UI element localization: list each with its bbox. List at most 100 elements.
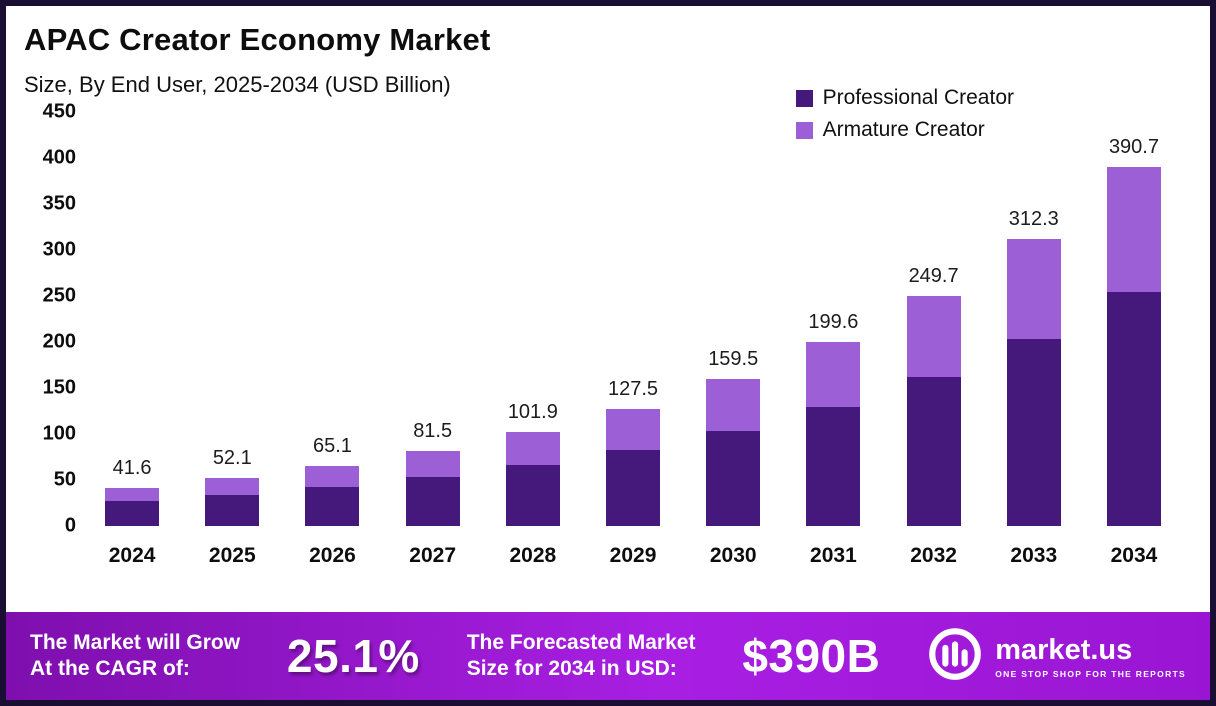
x-tick-label: 2026 <box>309 544 356 567</box>
bar-total-label: 159.5 <box>708 348 759 371</box>
cagr-label-line1: The Market will Grow <box>30 630 241 654</box>
legend-swatch-icon <box>795 121 813 139</box>
brand-text: market.us ONE STOP SHOP FOR THE REPORTS <box>995 634 1186 679</box>
bar-total-label: 41.6 <box>112 456 152 479</box>
x-tick-label: 2028 <box>509 544 557 567</box>
bar-segment <box>105 487 160 502</box>
bar-segment <box>706 430 761 526</box>
bar-segment <box>806 406 861 526</box>
forecast-label-line1: The Forecasted Market <box>466 630 696 654</box>
x-tick-label: 2027 <box>409 544 457 567</box>
bar-segment <box>706 379 761 431</box>
chart-subtitle: Size, By End User, 2025-2034 (USD Billio… <box>24 72 451 97</box>
stacked-bar: 127.5 <box>606 378 661 526</box>
bar-slot: 390.7 <box>1084 112 1184 526</box>
y-tick-label: 250 <box>42 284 76 307</box>
x-tick-label: 2025 <box>208 544 256 567</box>
y-tick-label: 350 <box>42 192 76 215</box>
brand-name: market.us <box>995 633 1133 666</box>
bar-segment <box>405 477 460 526</box>
bar-segment <box>906 296 961 377</box>
marketus-logo-icon <box>927 626 983 687</box>
stacked-bar: 199.6 <box>806 311 861 526</box>
bar-segment <box>1106 292 1161 526</box>
bar-slot: 101.9 <box>483 112 583 526</box>
page-title: APAC Creator Economy Market <box>24 22 491 57</box>
brand-block: market.us ONE STOP SHOP FOR THE REPORTS <box>927 626 1186 687</box>
x-tick-label: 2033 <box>1010 544 1058 567</box>
bar-segment <box>806 342 861 407</box>
chart: 0 50 100 150 200 250 300 350 400 450 41.6 52.1 65.1… <box>24 101 1184 537</box>
bar-segment <box>1106 166 1161 293</box>
bar-segment <box>205 494 260 526</box>
legend-item: Armature Creator <box>795 118 1014 142</box>
bar-total-label: 52.1 <box>212 447 252 470</box>
x-tick-label: 2034 <box>1110 544 1158 567</box>
bar-total-label: 127.5 <box>608 377 659 400</box>
bar-total-label: 312.3 <box>1008 207 1059 230</box>
stacked-bar: 81.5 <box>405 420 460 526</box>
bar-total-label: 199.6 <box>808 311 859 334</box>
x-tick-label: 2030 <box>709 544 757 567</box>
bar-segment <box>505 465 560 526</box>
stacked-bar: 390.7 <box>1106 136 1161 526</box>
stacked-bar: 312.3 <box>1006 208 1061 526</box>
bar-slot: 199.6 <box>783 112 883 526</box>
y-tick-label: 400 <box>42 146 76 169</box>
bar-segment <box>606 449 661 526</box>
y-tick-label: 50 <box>53 468 76 491</box>
bar-segment <box>906 376 961 526</box>
stacked-bar: 41.6 <box>105 457 160 526</box>
x-tick-label: 2029 <box>609 544 657 567</box>
bar-slot: 41.6 <box>82 112 182 526</box>
footer-banner: The Market will Grow At the CAGR of: 25.… <box>6 612 1210 700</box>
brand-tagline: ONE STOP SHOP FOR THE REPORTS <box>995 668 1186 679</box>
bar-slot: 249.7 <box>884 112 984 526</box>
y-tick-label: 300 <box>42 238 76 261</box>
y-axis: 0 50 100 150 200 250 300 350 400 450 <box>24 101 82 537</box>
bar-segment <box>1006 339 1061 526</box>
bar-total-label: 390.7 <box>1108 135 1159 158</box>
bar-slot: 52.1 <box>182 112 282 526</box>
x-axis-labels: 2024 2025 2026 2027 2028 2029 2030 2031 2032 2033… <box>82 526 1184 568</box>
bar-total-label: 249.7 <box>908 265 959 288</box>
stacked-bar: 101.9 <box>505 401 560 526</box>
stacked-bar: 52.1 <box>205 447 260 526</box>
bar-total-label: 65.1 <box>313 435 352 458</box>
bar-segment <box>305 487 360 526</box>
y-tick-label: 150 <box>42 376 76 399</box>
stacked-bar: 65.1 <box>305 435 360 526</box>
legend-label: Professional Creator <box>822 86 1014 109</box>
bar-total-label: 101.9 <box>507 401 558 424</box>
forecast-label-line2: Size for 2034 in USD: <box>466 657 677 680</box>
cagr-label: The Market will Grow At the CAGR of: <box>30 630 240 683</box>
bar-segment <box>405 451 460 478</box>
bar-slot: 65.1 <box>282 112 382 526</box>
bar-segment <box>505 432 560 466</box>
forecast-label: The Forecasted Market Size for 2034 in U… <box>467 630 696 683</box>
legend-swatch-icon <box>795 89 813 107</box>
y-tick-label: 450 <box>42 100 76 123</box>
chart-card: APAC Creator Economy Market Size, By End… <box>6 6 1210 612</box>
y-tick-label: 100 <box>42 422 76 445</box>
bar-slot: 312.3 <box>984 112 1084 526</box>
x-tick-label: 2031 <box>810 544 857 567</box>
bar-segment <box>205 478 260 495</box>
stacked-bar: 159.5 <box>706 348 761 526</box>
plot-area: 41.6 52.1 65.1 81.5 101.9 127.5 159.5 199.6 249.… <box>82 112 1184 526</box>
x-tick-label: 2032 <box>910 544 957 567</box>
bar-total-label: 81.5 <box>413 420 453 443</box>
legend-label: Armature Creator <box>822 118 985 141</box>
legend: Professional Creator Armature Creator <box>795 86 1014 142</box>
y-tick-label: 0 <box>64 514 76 537</box>
bar-segment <box>1006 238 1061 340</box>
bar-segment <box>305 466 360 488</box>
bar-slot: 127.5 <box>583 112 683 526</box>
cagr-label-line2: At the CAGR of: <box>30 657 190 680</box>
bar-slot: 159.5 <box>683 112 783 526</box>
bar-segment <box>606 408 661 450</box>
legend-item: Professional Creator <box>795 86 1014 110</box>
stacked-bar: 249.7 <box>906 265 961 526</box>
cagr-value: 25.1% <box>286 630 420 682</box>
